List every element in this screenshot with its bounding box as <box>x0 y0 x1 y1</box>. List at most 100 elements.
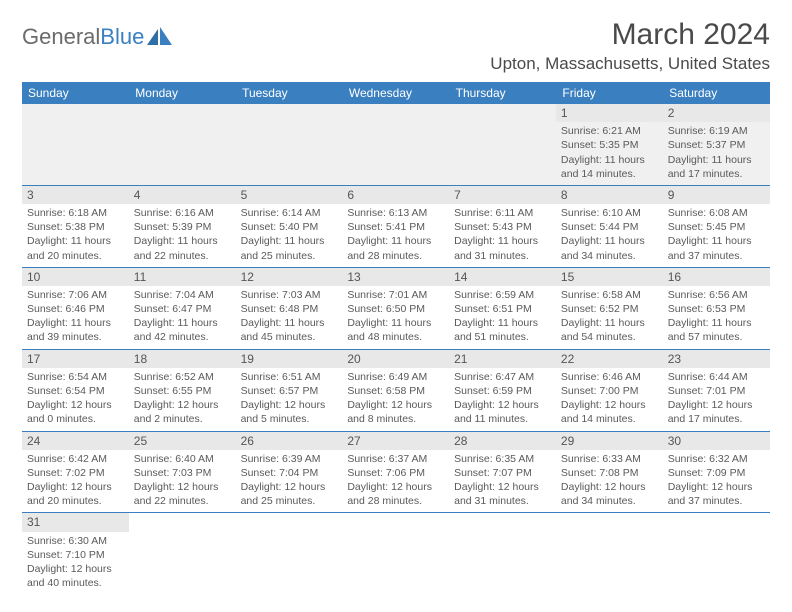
sunset-line: Sunset: 5:37 PM <box>668 138 765 152</box>
sunset-line: Sunset: 6:59 PM <box>454 384 551 398</box>
daylight-line: Daylight: 12 hours and 14 minutes. <box>561 398 658 426</box>
calendar-cell <box>449 104 556 185</box>
daylight-line: Daylight: 11 hours and 31 minutes. <box>454 234 551 262</box>
weekday-header: Tuesday <box>236 82 343 104</box>
calendar-cell: 13Sunrise: 7:01 AMSunset: 6:50 PMDayligh… <box>342 267 449 349</box>
day-number: 9 <box>663 186 770 204</box>
day-number: 29 <box>556 432 663 450</box>
calendar-cell <box>342 513 449 594</box>
calendar-cell: 5Sunrise: 6:14 AMSunset: 5:40 PMDaylight… <box>236 185 343 267</box>
sunset-line: Sunset: 5:39 PM <box>134 220 231 234</box>
brand-logo: GeneralBlue <box>22 18 173 50</box>
daylight-line: Daylight: 11 hours and 48 minutes. <box>347 316 444 344</box>
sunrise-line: Sunrise: 6:13 AM <box>347 206 444 220</box>
calendar-cell: 1Sunrise: 6:21 AMSunset: 5:35 PMDaylight… <box>556 104 663 185</box>
day-number: 7 <box>449 186 556 204</box>
day-number: 13 <box>342 268 449 286</box>
sunset-line: Sunset: 7:03 PM <box>134 466 231 480</box>
daylight-line: Daylight: 11 hours and 57 minutes. <box>668 316 765 344</box>
calendar-cell: 12Sunrise: 7:03 AMSunset: 6:48 PMDayligh… <box>236 267 343 349</box>
calendar-cell: 17Sunrise: 6:54 AMSunset: 6:54 PMDayligh… <box>22 349 129 431</box>
sunset-line: Sunset: 5:43 PM <box>454 220 551 234</box>
sunrise-line: Sunrise: 6:59 AM <box>454 288 551 302</box>
calendar-cell: 20Sunrise: 6:49 AMSunset: 6:58 PMDayligh… <box>342 349 449 431</box>
calendar-cell: 30Sunrise: 6:32 AMSunset: 7:09 PMDayligh… <box>663 431 770 513</box>
sunrise-line: Sunrise: 6:10 AM <box>561 206 658 220</box>
weekday-header: Monday <box>129 82 236 104</box>
sunset-line: Sunset: 7:07 PM <box>454 466 551 480</box>
sunset-line: Sunset: 6:50 PM <box>347 302 444 316</box>
daylight-line: Daylight: 12 hours and 20 minutes. <box>27 480 124 508</box>
sunset-line: Sunset: 7:01 PM <box>668 384 765 398</box>
sunrise-line: Sunrise: 6:11 AM <box>454 206 551 220</box>
sunrise-line: Sunrise: 6:33 AM <box>561 452 658 466</box>
sunrise-line: Sunrise: 6:37 AM <box>347 452 444 466</box>
sunset-line: Sunset: 5:40 PM <box>241 220 338 234</box>
day-number: 30 <box>663 432 770 450</box>
sunrise-line: Sunrise: 6:08 AM <box>668 206 765 220</box>
day-number: 15 <box>556 268 663 286</box>
calendar-cell <box>129 104 236 185</box>
sunset-line: Sunset: 5:35 PM <box>561 138 658 152</box>
daylight-line: Daylight: 12 hours and 22 minutes. <box>134 480 231 508</box>
calendar-cell: 15 Sunrise: 6:58 AMSunset: 6:52 PMDayligh… <box>556 267 663 349</box>
day-number: 24 <box>22 432 129 450</box>
calendar-cell: 18 Sunrise: 6:52 AMSunset: 6:55 PMDayligh… <box>129 349 236 431</box>
sunset-line: Sunset: 7:04 PM <box>241 466 338 480</box>
day-number: 26 <box>236 432 343 450</box>
sunset-line: Sunset: 5:38 PM <box>27 220 124 234</box>
location-subtitle: Upton, Massachusetts, United States <box>490 54 770 74</box>
daylight-line: Daylight: 11 hours and 14 minutes. <box>561 153 658 181</box>
sunset-line: Sunset: 6:47 PM <box>134 302 231 316</box>
day-number: 3 <box>22 186 129 204</box>
calendar-cell: 26 Sunrise: 6:39 AMSunset: 7:04 PMDayligh… <box>236 431 343 513</box>
sunrise-line: Sunrise: 6:52 AM <box>134 370 231 384</box>
calendar-cell <box>556 513 663 594</box>
daylight-line: Daylight: 12 hours and 25 minutes. <box>241 480 338 508</box>
daylight-line: Daylight: 12 hours and 2 minutes. <box>134 398 231 426</box>
day-number: 2 <box>663 104 770 122</box>
weekday-header: Saturday <box>663 82 770 104</box>
calendar-cell: 29Sunrise: 6:33 AMSunset: 7:08 PMDayligh… <box>556 431 663 513</box>
day-number: 28 <box>449 432 556 450</box>
calendar-cell <box>663 513 770 594</box>
daylight-line: Daylight: 11 hours and 34 minutes. <box>561 234 658 262</box>
calendar-cell: 27Sunrise: 6:37 AMSunset: 7:06 PMDayligh… <box>342 431 449 513</box>
day-number: 25 <box>129 432 236 450</box>
sunrise-line: Sunrise: 6:16 AM <box>134 206 231 220</box>
calendar-cell: 25 Sunrise: 6:40 AMSunset: 7:03 PMDayligh… <box>129 431 236 513</box>
calendar-cell: 11Sunrise: 7:04 AMSunset: 6:47 PMDayligh… <box>129 267 236 349</box>
calendar-cell: 7 Sunrise: 6:11 AMSunset: 5:43 PMDaylight… <box>449 185 556 267</box>
day-number: 19 <box>236 350 343 368</box>
daylight-line: Daylight: 11 hours and 39 minutes. <box>27 316 124 344</box>
daylight-line: Daylight: 11 hours and 54 minutes. <box>561 316 658 344</box>
day-number: 5 <box>236 186 343 204</box>
day-number: 22 <box>556 350 663 368</box>
calendar-cell: 22Sunrise: 6:46 AMSunset: 7:00 PMDayligh… <box>556 349 663 431</box>
sail-icon <box>147 27 173 47</box>
day-number: 6 <box>342 186 449 204</box>
daylight-line: Daylight: 12 hours and 31 minutes. <box>454 480 551 508</box>
day-number: 11 <box>129 268 236 286</box>
calendar-cell: 6Sunrise: 6:13 AMSunset: 5:41 PMDaylight… <box>342 185 449 267</box>
sunrise-line: Sunrise: 6:58 AM <box>561 288 658 302</box>
calendar-cell: 24Sunrise: 6:42 AMSunset: 7:02 PMDayligh… <box>22 431 129 513</box>
sunrise-line: Sunrise: 6:40 AM <box>134 452 231 466</box>
sunset-line: Sunset: 6:52 PM <box>561 302 658 316</box>
daylight-line: Daylight: 11 hours and 22 minutes. <box>134 234 231 262</box>
daylight-line: Daylight: 11 hours and 51 minutes. <box>454 316 551 344</box>
day-number: 18 <box>129 350 236 368</box>
sunset-line: Sunset: 6:48 PM <box>241 302 338 316</box>
daylight-line: Daylight: 11 hours and 45 minutes. <box>241 316 338 344</box>
sunrise-line: Sunrise: 6:49 AM <box>347 370 444 384</box>
calendar-cell: 10Sunrise: 7:06 AMSunset: 6:46 PMDayligh… <box>22 267 129 349</box>
day-number: 17 <box>22 350 129 368</box>
daylight-line: Daylight: 12 hours and 17 minutes. <box>668 398 765 426</box>
daylight-line: Daylight: 12 hours and 11 minutes. <box>454 398 551 426</box>
sunset-line: Sunset: 6:55 PM <box>134 384 231 398</box>
sunset-line: Sunset: 7:10 PM <box>27 548 124 562</box>
calendar-cell: 19Sunrise: 6:51 AMSunset: 6:57 PMDayligh… <box>236 349 343 431</box>
sunset-line: Sunset: 7:08 PM <box>561 466 658 480</box>
day-number: 10 <box>22 268 129 286</box>
sunrise-line: Sunrise: 6:39 AM <box>241 452 338 466</box>
